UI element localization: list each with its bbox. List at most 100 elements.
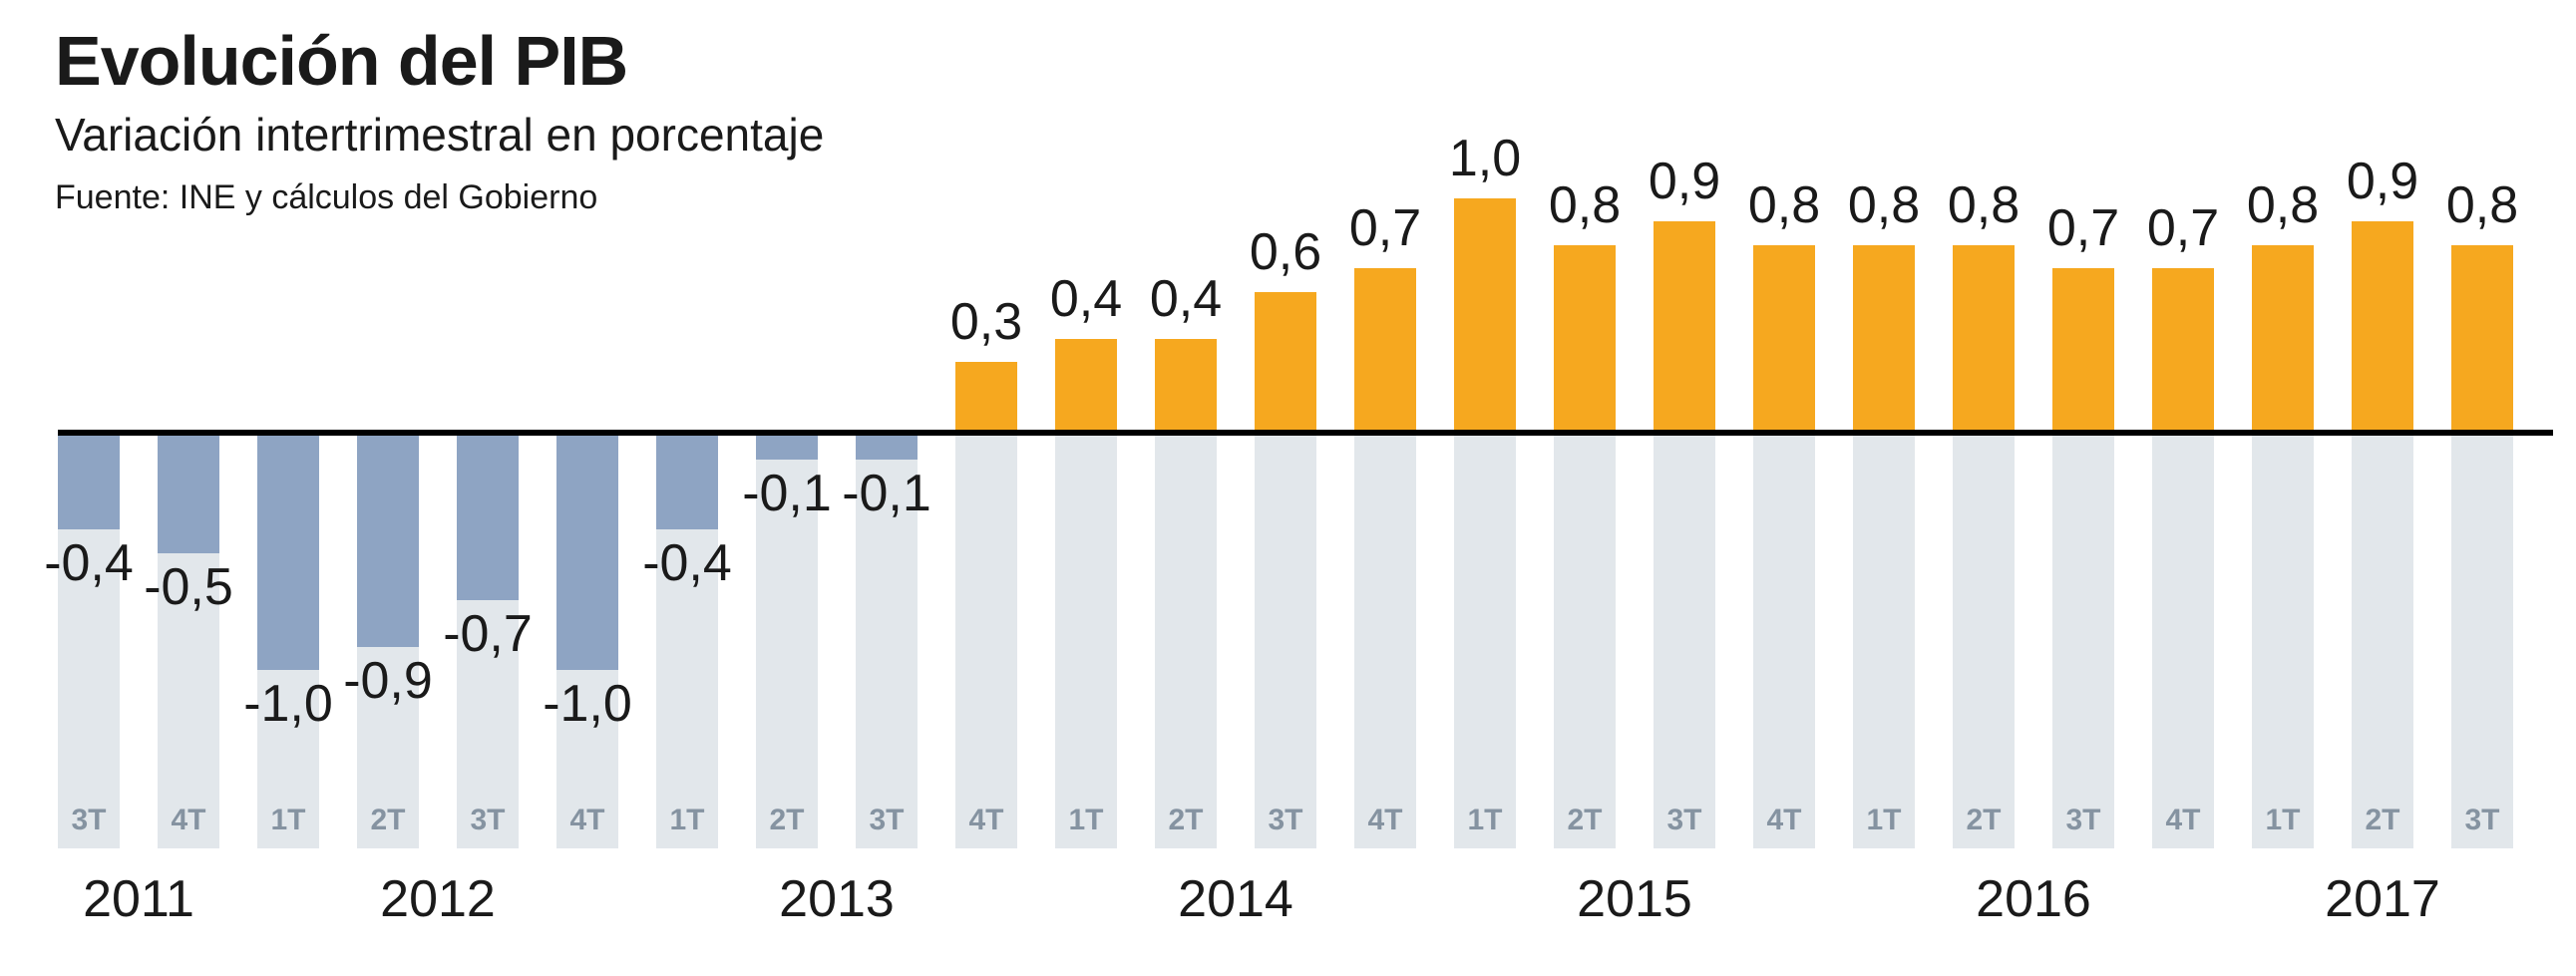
value-label: 0,6: [1249, 223, 1322, 281]
value-label: -1,0: [543, 675, 632, 733]
column-track: [955, 436, 1017, 848]
zero-axis-line: [58, 430, 2553, 436]
chart-column: 0,8 1T: [2247, 0, 2319, 976]
column-track: [1155, 436, 1217, 848]
column-track: [1255, 436, 1316, 848]
chart-column: -0,4 1T: [642, 0, 732, 976]
quarter-label: 3T: [71, 804, 107, 836]
column-track: [1654, 436, 1715, 848]
value-bar: [1953, 245, 2015, 433]
chart-column: 0,7 4T: [1349, 0, 1421, 976]
quarter-label: 4T: [1766, 804, 1802, 836]
value-bar: [1155, 339, 1217, 433]
value-label: 0,8: [1747, 176, 1821, 234]
quarter-label: 2T: [370, 804, 406, 836]
quarter-label: 1T: [2265, 804, 2301, 836]
column-track: [1753, 436, 1815, 848]
value-label: 0,4: [1049, 270, 1123, 328]
chart-column: 0,4 2T: [1150, 0, 1222, 976]
column-track: [1554, 436, 1616, 848]
value-label: -0,4: [642, 534, 732, 592]
column-track: [2352, 436, 2413, 848]
chart-column: -1,0 4T: [543, 0, 632, 976]
chart-column: -0,7 3T: [443, 0, 533, 976]
chart-header: Evolución del PIB Variación intertrimest…: [55, 22, 825, 217]
year-label: 2012: [380, 870, 496, 928]
year-label: 2017: [2325, 870, 2440, 928]
quarter-label: 1T: [1866, 804, 1902, 836]
value-bar: [1853, 245, 1915, 433]
value-label: 0,7: [2146, 199, 2220, 257]
value-bar: [457, 436, 519, 600]
chart-column: 1,0 1T: [1449, 0, 1521, 976]
chart-title: Evolución del PIB: [55, 22, 628, 100]
chart-subtitle: Variación intertrimestral en porcentaje: [55, 108, 825, 161]
value-bar: [58, 436, 120, 529]
chart-column: 0,9 2T: [2347, 0, 2418, 976]
value-label: 0,9: [1648, 153, 1721, 210]
value-label: 0,8: [1947, 176, 2021, 234]
quarter-label: 1T: [270, 804, 306, 836]
column-track: [1454, 436, 1516, 848]
quarter-label: 4T: [2165, 804, 2201, 836]
column-track: [1853, 436, 1915, 848]
quarter-label: 4T: [171, 804, 206, 836]
value-bar: [1255, 292, 1316, 433]
value-label: 0,3: [949, 293, 1023, 351]
value-label: 0,4: [1149, 270, 1223, 328]
value-label: -0,1: [742, 465, 832, 522]
value-label: -1,0: [243, 675, 333, 733]
column-track: [1953, 436, 2015, 848]
quarter-label: 4T: [569, 804, 605, 836]
year-label: 2011: [83, 870, 194, 928]
value-bar: [1354, 268, 1416, 433]
quarter-label: 3T: [470, 804, 506, 836]
chart-column: 0,4 1T: [1050, 0, 1122, 976]
value-label: 0,8: [1548, 176, 1622, 234]
quarter-label: 2T: [1168, 804, 1204, 836]
quarter-label: 3T: [2065, 804, 2101, 836]
value-bar: [1753, 245, 1815, 433]
value-bar: [158, 436, 219, 553]
value-label: 0,7: [1348, 199, 1422, 257]
chart-column: 0,7 4T: [2147, 0, 2219, 976]
chart-column: 0,8 3T: [2446, 0, 2518, 976]
year-label: 2016: [1976, 870, 2091, 928]
chart-column: 0,9 3T: [1649, 0, 1720, 976]
column-track: [2152, 436, 2214, 848]
chart-column: 0,8 4T: [1748, 0, 1820, 976]
value-label: 0,7: [2046, 199, 2120, 257]
value-bar: [1554, 245, 1616, 433]
chart-column: 0,8 2T: [1948, 0, 2020, 976]
chart-column: -0,1 2T: [742, 0, 832, 976]
year-label: 2014: [1178, 870, 1293, 928]
column-track: [2451, 436, 2513, 848]
year-label: 2013: [779, 870, 895, 928]
value-bar: [357, 436, 419, 647]
chart-column: 0,8 2T: [1549, 0, 1621, 976]
quarter-label: 3T: [2464, 804, 2500, 836]
value-label: 0,8: [1847, 176, 1921, 234]
value-label: 0,8: [2246, 176, 2320, 234]
quarter-label: 4T: [1367, 804, 1403, 836]
chart-column: -0,5 4T: [144, 0, 233, 976]
quarter-label: 3T: [1268, 804, 1303, 836]
chart-column: 0,7 3T: [2047, 0, 2119, 976]
value-label: -0,5: [144, 558, 233, 616]
value-label: 1,0: [1448, 130, 1522, 187]
column-track: [856, 436, 918, 848]
value-label: -0,4: [44, 534, 134, 592]
value-bar: [856, 436, 918, 460]
quarter-label: 2T: [1567, 804, 1603, 836]
column-track: [756, 436, 818, 848]
value-bar: [656, 436, 718, 529]
value-bar: [556, 436, 618, 670]
value-bar: [2252, 245, 2314, 433]
value-bar: [1454, 198, 1516, 433]
quarter-label: 1T: [669, 804, 705, 836]
chart-source-note: Fuente: INE y cálculos del Gobierno: [55, 178, 598, 217]
column-track: [1055, 436, 1117, 848]
chart-column: -1,0 1T: [243, 0, 333, 976]
